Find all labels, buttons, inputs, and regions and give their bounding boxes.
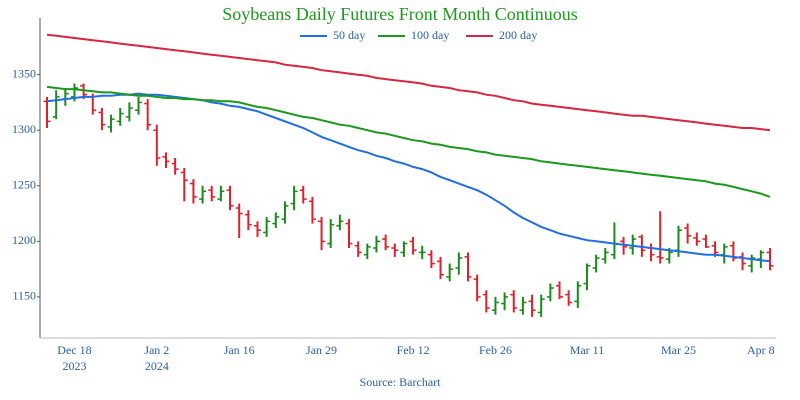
x-tick-label: Feb 12 [397,343,430,357]
x-tick-label: Mar 11 [570,343,605,357]
moving-average-line [46,92,771,263]
x-year-label: 2023 [62,359,86,373]
x-tick-label: Feb 26 [479,343,512,357]
source-note: Source: Barchart [360,375,442,389]
y-tick-label: 1250 [12,178,36,192]
x-tick-label: Dec 18 [57,343,91,357]
y-tick-label: 1300 [12,122,36,136]
x-tick-label: Jan 29 [306,343,337,357]
moving-average-line [46,85,771,198]
legend-label: 100 day [411,28,449,42]
legend-label: 200 day [499,28,537,42]
x-tick-label: Mar 25 [661,343,696,357]
moving-average-line [46,33,771,132]
y-tick-label: 1150 [12,289,36,303]
chart-title: Soybeans Daily Futures Front Month Conti… [222,4,578,24]
x-tick-label: Jan 16 [224,343,255,357]
x-tick-label: Jan 2 [144,343,169,357]
y-tick-label: 1200 [12,233,36,247]
x-tick-label: Apr 8 [747,343,775,357]
x-year-label: 2024 [145,359,169,373]
legend-label: 50 day [333,28,365,42]
y-tick-label: 1350 [12,66,36,80]
